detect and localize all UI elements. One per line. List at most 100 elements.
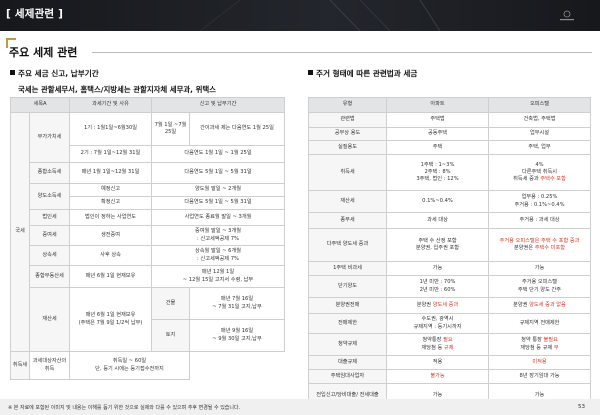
table-row: 다주택 양도세 중과 주택 수 산정 포함 분양권, 입주권 포함 주거용 오피스텔은… [308, 228, 591, 262]
type-cell: 전매제한 [308, 313, 387, 334]
cell-line: 청약 통장 불필요 [521, 337, 558, 343]
type-cell: 취득세 [308, 154, 387, 191]
cell-text: 주택 [432, 143, 443, 150]
tax-name: 상속세 [29, 245, 70, 266]
cell-line: 1주택 : 1~3% [421, 162, 455, 168]
cell-line: 규제지역 : 등기시까지 [414, 324, 462, 330]
cell-text: 3주택, 법인 : 12% [416, 176, 459, 182]
period-cell: 매년 6월 1일 현재보유 [69, 265, 152, 288]
section-title: 주요 세제 관련 [9, 46, 78, 59]
col-header: 신고 및 납부기간 [151, 97, 285, 113]
table-header-row: 세목A 과세기간 및 사유 신고 및 납부기간 [10, 97, 285, 113]
highlight-text: 주거용 오피스텔은 주택 수 포함 중과 [499, 237, 580, 244]
cell-text: 2년 미만 : 60% [419, 286, 456, 293]
cell-text: 주거용 오피스텔 [521, 279, 558, 286]
cell-line: 청약통장 필요 [422, 337, 452, 343]
officetel-cell: 규제지역 전매제한 [488, 313, 591, 334]
period-cell: 사후 상속 [69, 245, 152, 266]
square-bullet-icon [10, 70, 15, 75]
period-cell: 매년 1월 1일~12월 31일 [69, 162, 152, 184]
header-bar: [ 세제관련 ] [0, 0, 600, 31]
due-cell: 다음연도 5월 1일 ~ 5월 31일 [151, 196, 285, 210]
page-number: 53 [578, 404, 585, 410]
tax-name: 종합소득세 [29, 162, 70, 184]
cell-line: 미적용 [532, 359, 546, 365]
col-header: 아파트 [386, 97, 489, 113]
cell-text: 1년 미만 : 70% [419, 279, 456, 286]
period-cell: 과세대상자산의 취득 [29, 351, 70, 380]
officetel-cell: 분양권 양도세 중과 없음 [488, 297, 591, 314]
left-heading: 주요 세금 신고, 납부기간 [10, 68, 99, 79]
cell-text: 주택 수 산정 포함 [418, 237, 457, 244]
cell-text: 취득세 중과 [513, 176, 541, 182]
apartment-cell: 적용 [386, 355, 489, 370]
cell-text: 규제지역 : 등기시까지 [413, 323, 462, 330]
cell-line: 주택, 업무 [528, 144, 550, 150]
cell-text: 4% [535, 161, 544, 168]
table-row: 종부세 과세 대상 주거용 : 과세 대상 [308, 212, 591, 229]
cell-text: 과세 대상 [427, 216, 448, 223]
cell-text: 업무용 : 0.25% [521, 194, 558, 201]
cell-line: 주거용 오피스텔 [522, 279, 557, 285]
due-cell: 다음연도 5월 1일 ~ 5월 31일 [151, 162, 285, 184]
highlight-text: 미적용 [532, 358, 547, 365]
tax-name: 재산세 [29, 287, 70, 352]
cell-line: 업무시설 [530, 130, 549, 136]
cell-text: 분양권은 [513, 245, 535, 251]
right-heading-text: 주거 형태에 따른 관련법과 세금 [316, 69, 418, 78]
cell-line: 재당첨 등 규제 무 [520, 345, 558, 351]
cell-line: 가능 [433, 392, 443, 398]
cell-text: 청약 통장 [521, 337, 544, 344]
cell-line: 취득세 중과 주택수 포함 [513, 176, 566, 182]
due-cell: 상속월 말일 ~ 6개월: 신고세액공제 7% [151, 245, 285, 266]
cell-text: 다른주택 취득시 [521, 168, 558, 175]
cell-line: 가능 [535, 265, 545, 271]
cell-line: 1년 미만 : 70% [420, 279, 456, 285]
cell-line: 가능 [433, 265, 443, 271]
due-cell: 다음연도 1월 1일 ~ 1월 25일 [151, 145, 285, 163]
due-cell: 취득일 ~ 60일 단, 등기 시에는 등기접수전까지 [69, 351, 190, 380]
tax-name: 부가가치세 [29, 112, 70, 163]
cell-text: 수도권, 광역시 [421, 316, 454, 323]
officetel-cell: 미적용 [488, 355, 591, 370]
footer-bar [0, 399, 600, 415]
cell-line: 업무용 : 0.25% [522, 194, 558, 200]
period-cell: 매년 6월 1일 현재보유 (주택은 7월 9일 1/2씩 납부) [69, 287, 152, 352]
cell-line: 공동주택 [428, 130, 447, 136]
table-row: 전매제한 수도권, 광역시 규제지역 : 등기시까지 규제지역 전매제한 [308, 313, 591, 334]
cell-text: 업무시설 [529, 130, 550, 137]
cell-line: 주거용 오피스텔은 주택 수 포함 중과 [500, 238, 580, 244]
due-line: ~ 9월 30일 고지,납부 [212, 335, 262, 342]
due-line: 상속월 말일 ~ 6개월 [194, 248, 241, 255]
officetel-cell: 업무용 : 0.25% 주거용 : 0.1%~0.4% [488, 190, 591, 213]
cell-line: 2년 미만 : 60% [420, 287, 456, 293]
type-cell: 단기양도 [308, 275, 387, 298]
table-row: 공부상 용도 공동주택 업무시설 [308, 127, 591, 141]
due-cell: 증여월 말일 ~ 3개월: 신고세액공제 7% [151, 225, 285, 246]
table-row: 분양권전매 분양권 양도세 중과 분양권 양도세 중과 없음 [308, 297, 591, 314]
table-row: 1주택 비과세 가능 가능 [308, 261, 591, 276]
cell-text: 주택, 업무 [528, 143, 551, 150]
cell-line: 3주택, 법인 : 12% [416, 176, 458, 182]
col-header: 과세기간 및 사유 [69, 97, 152, 113]
cell-line: 주택 [433, 144, 443, 150]
due-cell: 7월 1일 ~7월 25일 [151, 112, 190, 146]
cell-line: 2주택 : 8% [424, 169, 450, 175]
cell-text: 주택 단기 양도 간주 [517, 286, 562, 293]
type-cell: 실질용도 [308, 140, 387, 155]
type-cell: 대출규제 [308, 355, 387, 370]
highlight-text: 주택수 포함 [540, 176, 566, 182]
apartment-cell: 불가능 [386, 369, 489, 384]
cell-line: 재당첨 등 규제 [422, 345, 454, 351]
officetel-cell: 건축법, 주택법 [488, 112, 591, 128]
officetel-cell: 4% 다른주택 취득시 취득세 중과 주택수 포함 [488, 154, 591, 191]
cell-text: 가능 [534, 391, 545, 398]
period-line: 매년 6월 1일 현재보유 [85, 312, 136, 319]
cell-line: 불가능 [430, 373, 444, 379]
period-cell: 1기 : 1월1일~6월30일 [69, 112, 152, 146]
cell-line: 분양권, 입주권 포함 [416, 245, 459, 251]
right-heading: 주거 형태에 따른 관련법과 세금 [308, 68, 417, 79]
type-cell: 주택임대사업자 [308, 369, 387, 384]
due-cell: 간이과세 제는 다음연도 1월 25일 [189, 112, 285, 146]
due-line: 매년 9월 16일 [220, 328, 254, 335]
